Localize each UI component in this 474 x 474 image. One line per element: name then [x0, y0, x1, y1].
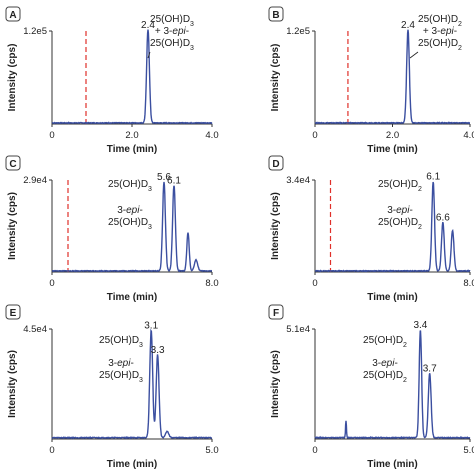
y-max-tick-label: 1.2e5: [286, 26, 310, 37]
chart-panel-c: C 2.9e4 Intensity (cps) 0 8.0 Time (min) 5.66.…: [5, 155, 219, 303]
chart-panel-b: B 1.2e5 Intensity (cps) 0 2.0 4.0 Time (min) 2.…: [268, 6, 474, 155]
panel-label: D: [272, 159, 279, 170]
x-axis-title: Time (min): [367, 292, 417, 303]
chromatogram-trace: [314, 181, 471, 273]
x-tick-label: 5.0: [205, 445, 218, 456]
panel-badge: [268, 155, 284, 171]
panel-badge: [5, 6, 21, 22]
x-tick-label: 0: [49, 445, 54, 456]
x-tick-label: 0: [312, 130, 317, 141]
compound-annotation: 3-epi-25(OH)D2: [363, 358, 407, 384]
compound-annotation: 25(OH)D3 + 3-epi-25(OH)D3: [150, 14, 194, 52]
x-tick-label: 0: [49, 278, 54, 289]
y-axis-title: Intensity (cps): [7, 44, 18, 112]
compound-annotation: 25(OH)D3: [99, 335, 143, 349]
panel-label: E: [10, 308, 17, 319]
chart-panel-a: A 1.2e5 Intensity (cps) 0 2.0 4.0 Time (min) 2.…: [5, 6, 219, 155]
y-axis-title: Intensity (cps): [7, 350, 18, 418]
y-max-tick-label: 1.2e5: [23, 26, 47, 37]
panel-badge: [5, 155, 21, 171]
panel-label: A: [9, 10, 16, 21]
y-axis-title: Intensity (cps): [270, 44, 281, 112]
panel-badge: [268, 6, 284, 22]
peak-label: 2.4: [141, 20, 155, 31]
chart-panel-e: E 4.5e4 Intensity (cps) 0 5.0 Time (min) 3.1 3.…: [5, 304, 219, 470]
y-axis-title: Intensity (cps): [270, 192, 281, 260]
y-axis-title: Intensity (cps): [7, 192, 18, 260]
chromatogram-trace: [51, 328, 213, 440]
y-max-tick-label: 3.4e4: [286, 175, 310, 186]
chart-panel-f: F 5.1e4 Intensity (cps) 0 5.0 Time (min) 3.4 3.…: [268, 304, 474, 470]
x-tick-label: 0: [312, 445, 317, 456]
x-axis-title: Time (min): [107, 292, 157, 303]
compound-annotation: 25(OH)D2 + 3-epi-25(OH)D2: [418, 14, 462, 52]
x-axis-title: Time (min): [107, 459, 157, 470]
x-tick-label: 0: [312, 278, 317, 289]
panel-label: B: [272, 10, 279, 21]
chromatogram-trace: [314, 330, 471, 440]
x-tick-label: 2.0: [125, 130, 138, 141]
peak-label: 3.3: [151, 345, 165, 356]
x-tick-label: 0: [49, 130, 54, 141]
compound-annotation: 3-epi-25(OH)D3: [108, 205, 152, 231]
y-axis-title: Intensity (cps): [270, 350, 281, 418]
x-tick-label: 8.0: [205, 278, 218, 289]
x-axis-title: Time (min): [107, 144, 157, 155]
panel-label: F: [273, 308, 279, 319]
x-tick-label: 4.0: [463, 130, 474, 141]
peak-label: 5.6: [157, 172, 171, 183]
panel-badge: [5, 304, 21, 320]
compound-annotation: 25(OH)D2: [363, 335, 407, 349]
chromatogram-trace: [314, 29, 470, 125]
compound-annotation: 25(OH)D2: [378, 179, 422, 193]
chromatogram-trace: [51, 181, 212, 273]
x-tick-label: 5.0: [463, 445, 474, 456]
x-axis-title: Time (min): [367, 144, 417, 155]
x-tick-label: 8.0: [463, 278, 474, 289]
peak-label: 6.1: [167, 175, 181, 186]
panel-label: C: [9, 159, 16, 170]
peak-label: 2.4: [401, 20, 415, 31]
peak-label: 3.4: [413, 320, 427, 331]
peak-label: 6.1: [426, 172, 440, 183]
peak-label: 6.6: [436, 212, 450, 223]
y-max-tick-label: 4.5e4: [23, 324, 47, 335]
peak-label: 3.7: [423, 363, 437, 374]
chromatogram-trace: [51, 29, 213, 125]
chart-panel-d: D 3.4e4 Intensity (cps) 0 8.0 Time (min) 6.1 6.…: [268, 155, 474, 303]
y-max-tick-label: 2.9e4: [23, 175, 47, 186]
x-tick-label: 2.0: [386, 130, 399, 141]
compound-annotation: 3-epi-25(OH)D2: [378, 205, 422, 231]
x-tick-label: 4.0: [205, 130, 218, 141]
compound-annotation: 25(OH)D3: [108, 179, 152, 193]
peak-label: 3.1: [144, 320, 158, 331]
panel-badge: [268, 304, 284, 320]
annotation-leader: [147, 51, 151, 59]
annotation-leader: [409, 51, 419, 59]
x-axis-title: Time (min): [367, 459, 417, 470]
compound-annotation: 3-epi-25(OH)D3: [99, 358, 143, 384]
y-max-tick-label: 5.1e4: [286, 324, 310, 335]
